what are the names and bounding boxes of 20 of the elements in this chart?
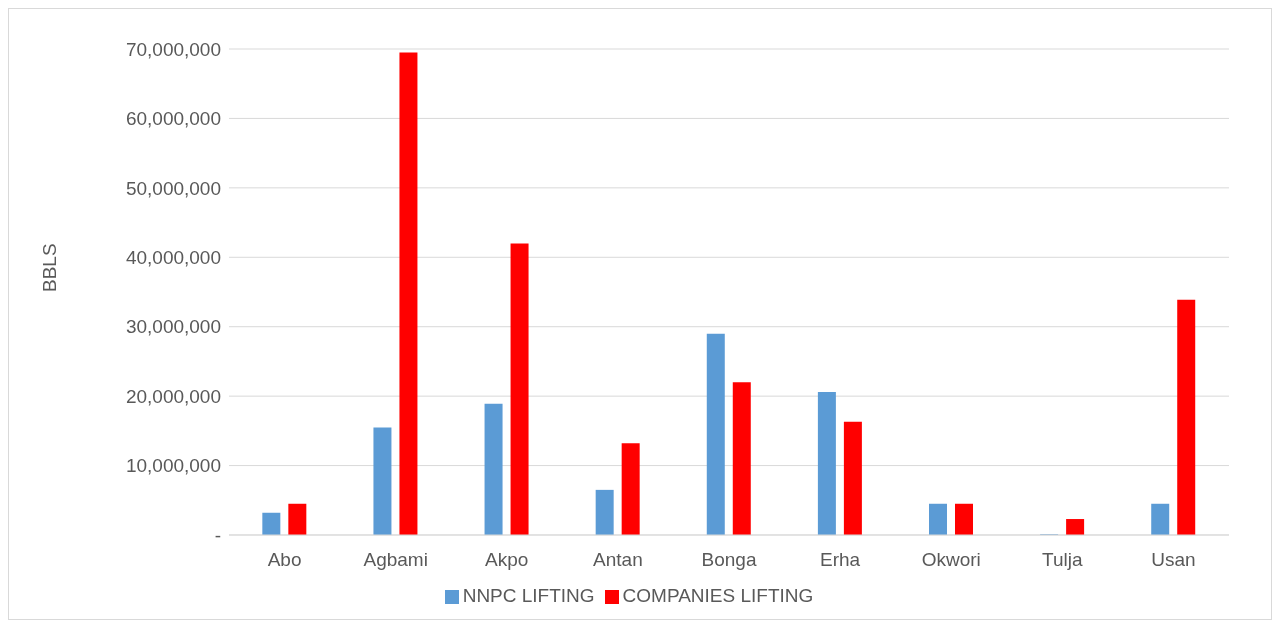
x-tick-label: Akpo <box>485 549 529 571</box>
y-tick-label: 40,000,000 <box>125 247 221 269</box>
x-tick-label: Erha <box>820 549 861 571</box>
legend-label: NNPC LIFTING <box>462 585 595 606</box>
x-tick-label: Agbami <box>363 549 428 571</box>
x-tick-label: Tulja <box>1042 549 1083 571</box>
y-axis-title: BBLS <box>38 243 60 292</box>
y-tick-label: - <box>214 524 221 546</box>
legend-label: COMPANIES LIFTING <box>622 585 814 606</box>
x-tick-label: Abo <box>267 549 302 571</box>
y-tick-label: 20,000,000 <box>125 385 221 407</box>
y-tick-label: 10,000,000 <box>125 455 221 477</box>
x-tick-label: Bonga <box>701 549 757 571</box>
y-tick-label: 70,000,000 <box>125 38 221 60</box>
y-tick-label: 60,000,000 <box>125 108 221 130</box>
y-tick-label: 30,000,000 <box>125 316 221 338</box>
x-tick-label: Usan <box>1151 549 1196 571</box>
y-tick-label: 50,000,000 <box>125 177 221 199</box>
x-tick-label: Antan <box>593 549 643 571</box>
x-tick-label: Okwori <box>921 549 981 571</box>
